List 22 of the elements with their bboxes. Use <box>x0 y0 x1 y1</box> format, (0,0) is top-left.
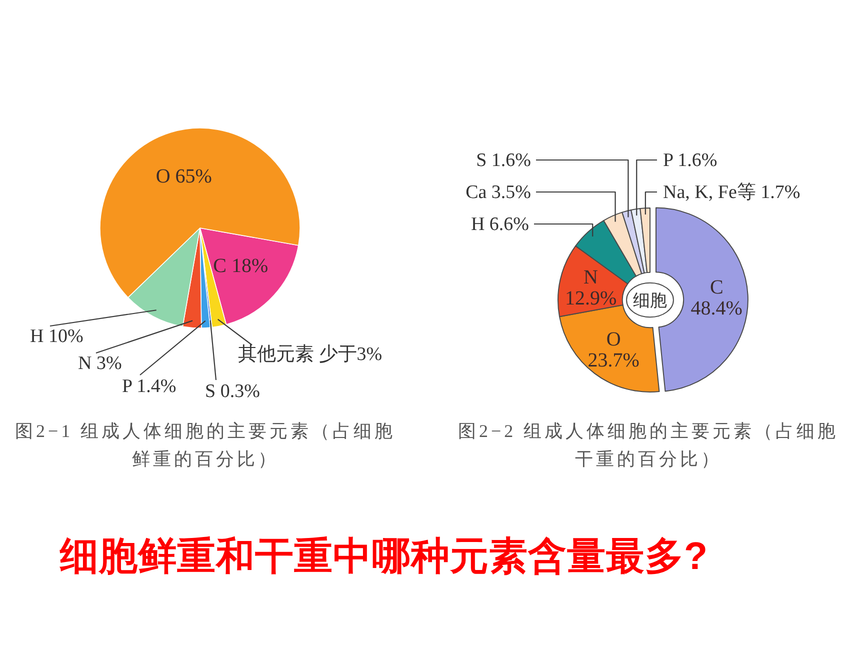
legend-label: C <box>710 276 724 299</box>
text: 图2−1 组成人体细胞的主要元素（占细胞鲜重的百分比） <box>15 421 396 469</box>
slice-label: Na, K, Fe等 1.7% <box>663 182 800 203</box>
data-label: 12.9% <box>564 288 617 310</box>
text: 细胞 <box>633 290 667 310</box>
slice-label: S 0.3% <box>205 381 260 402</box>
slice-label: H 10% <box>30 326 84 347</box>
slice-label: O <box>606 328 621 351</box>
slice-label: 其他元素 少于3% <box>238 344 382 365</box>
slice-label: C 18% <box>213 255 268 278</box>
slice-label: P 1.6% <box>663 150 718 171</box>
slice-label: P 1.4% <box>122 376 176 397</box>
slice-label: Ca 3.5% <box>466 182 532 203</box>
slice-label: N 3% <box>78 353 122 374</box>
data-label: 48.4% <box>690 298 742 320</box>
slice-label: N <box>584 266 598 289</box>
slice-label: S 1.6% <box>476 150 532 171</box>
data-label: 23.7% <box>588 350 640 372</box>
slice-label: H 6.6% <box>470 214 530 235</box>
slice-label: O 65% <box>156 165 212 188</box>
text: 细胞鲜重和干重中哪种元素含量最多? <box>59 535 708 578</box>
text: 图2−2 组成人体细胞的主要元素（占细胞干重的百分比） <box>458 421 839 469</box>
